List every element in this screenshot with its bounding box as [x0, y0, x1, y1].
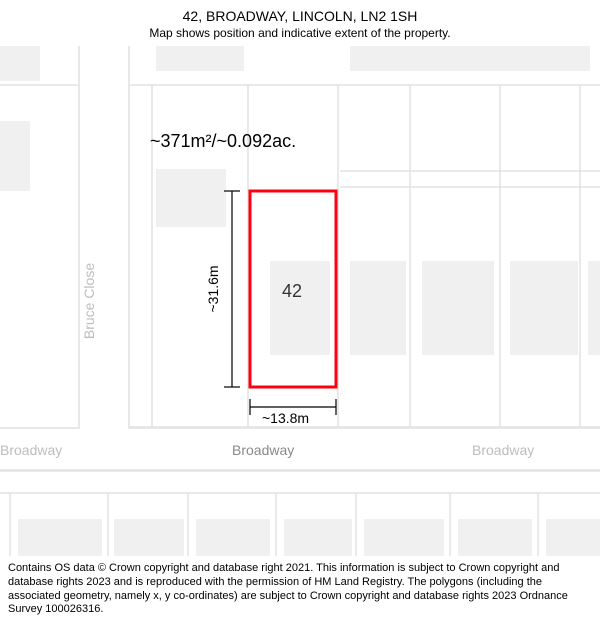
map-container: 42, BROADWAY, LINCOLN, LN2 1SH Map shows… [0, 0, 600, 625]
street-broadway-mid: Broadway [232, 442, 294, 458]
map-svg: ~371m²/~0.092ac. ~31.6m ~13.8m 42 Broadway Br… [0, 46, 600, 556]
height-label: ~31.6m [205, 265, 221, 312]
map: ~371m²/~0.092ac. ~31.6m ~13.8m 42 Broadway Br… [0, 46, 600, 556]
area-label: ~371m²/~0.092ac. [150, 131, 296, 151]
subtitle: Map shows position and indicative extent… [10, 26, 590, 40]
street-broadway-left: Broadway [0, 442, 62, 458]
street-broadway-right: Broadway [472, 442, 534, 458]
street-bruce-close: Bruce Close [81, 263, 97, 339]
house-number: 42 [282, 281, 302, 301]
attribution-footer: Contains OS data © Crown copyright and d… [0, 556, 600, 625]
width-label: ~13.8m [262, 410, 309, 426]
address-title: 42, BROADWAY, LINCOLN, LN2 1SH [10, 8, 590, 24]
header: 42, BROADWAY, LINCOLN, LN2 1SH Map shows… [0, 0, 600, 46]
